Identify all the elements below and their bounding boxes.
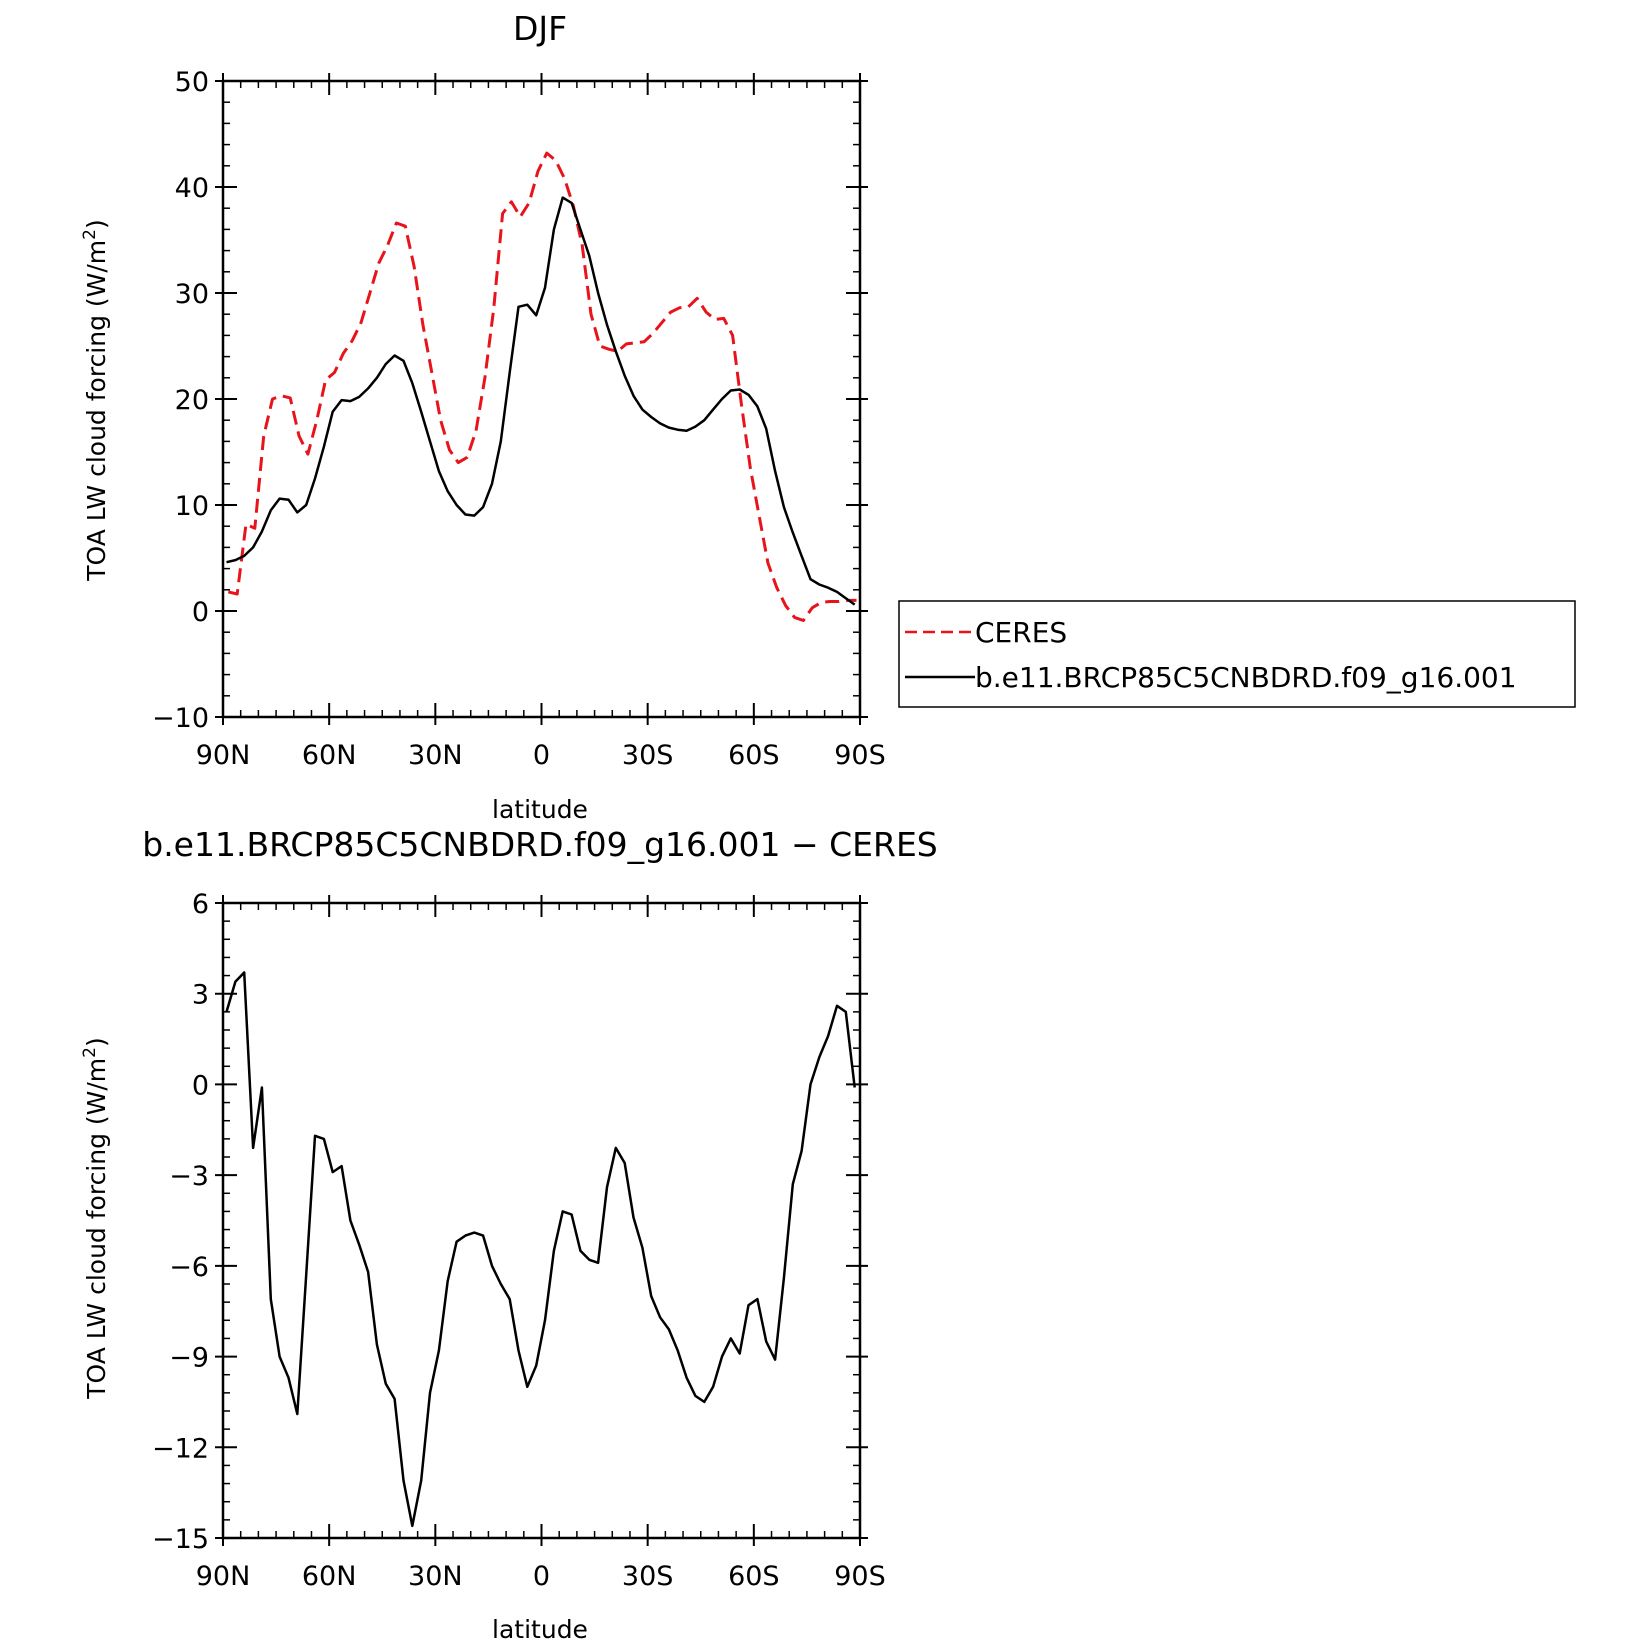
x-tick-label: 90N	[196, 740, 251, 771]
y-tick-label: −12	[152, 1433, 209, 1464]
y-axis-title: TOA LW cloud forcing (W/m2)	[80, 1037, 111, 1400]
y-tick-label: 30	[175, 279, 209, 310]
y-tick-label: −15	[152, 1524, 209, 1555]
plot-area: 90N 60N 30N 0 30S 60S 90S −15 −12 −9 −6 −3 0 3 6	[152, 889, 886, 1592]
plot-title: b.e11.BRCP85C5CNBDRD.f09_g16.001 − CERES	[142, 825, 938, 864]
x-tick-label: 60N	[302, 740, 357, 771]
x-tick-label: 0	[533, 1561, 550, 1592]
y-tick-label: 50	[175, 67, 209, 98]
x-axis-title: latitude	[492, 1615, 588, 1644]
panel-djf: DJF 90N 60N 30N 0 30S 60S 90S −10 0 10 20 30 40 50 la…	[80, 9, 886, 824]
series-line-model	[225, 971, 856, 1528]
plot-frame	[221, 79, 862, 719]
x-tick-label: 60S	[728, 1561, 780, 1592]
x-tick-label: 90S	[834, 1561, 886, 1592]
x-tick-label: 30S	[622, 740, 674, 771]
series-line-ceres	[227, 151, 857, 622]
legend-box	[898, 600, 1576, 708]
plot-area: 90N 60N 30N 0 30S 60S 90S −10 0 10 20 30 40 50	[152, 67, 886, 771]
legend: CERES b.e11.BRCP85C5CNBDRD.f09_g16.001	[898, 600, 1576, 708]
y-tick-label: 6	[192, 889, 209, 920]
y-tick-label: −6	[169, 1252, 209, 1283]
x-axis-title: latitude	[492, 795, 588, 824]
x-tick-label: 90N	[196, 1561, 251, 1592]
plot-frame	[221, 901, 862, 1540]
legend-label-ceres: CERES	[975, 616, 1067, 649]
x-tick-label: 90S	[834, 740, 886, 771]
y-tick-label: 0	[192, 597, 209, 628]
x-tick-label: 30N	[408, 1561, 463, 1592]
panel-difference: b.e11.BRCP85C5CNBDRD.f09_g16.001 − CERES…	[80, 825, 938, 1644]
x-tick-label: 0	[533, 740, 550, 771]
y-tick-label: 20	[175, 385, 209, 416]
x-tick-label: 60S	[728, 740, 780, 771]
y-tick-label: −9	[169, 1343, 209, 1374]
x-tick-label: 30N	[408, 740, 463, 771]
y-tick-label: 10	[175, 491, 209, 522]
y-tick-label: 40	[175, 173, 209, 204]
x-tick-label: 30S	[622, 1561, 674, 1592]
y-tick-label: −3	[169, 1161, 209, 1192]
x-tick-label: 60N	[302, 1561, 357, 1592]
y-tick-label: −10	[152, 703, 209, 734]
plot-title: DJF	[513, 9, 567, 48]
y-tick-label: 3	[192, 980, 209, 1011]
legend-label-model: b.e11.BRCP85C5CNBDRD.f09_g16.001	[975, 661, 1517, 694]
series-line-model	[226, 196, 856, 606]
y-axis-title: TOA LW cloud forcing (W/m2)	[80, 219, 111, 582]
y-tick-label: 0	[192, 1070, 209, 1101]
